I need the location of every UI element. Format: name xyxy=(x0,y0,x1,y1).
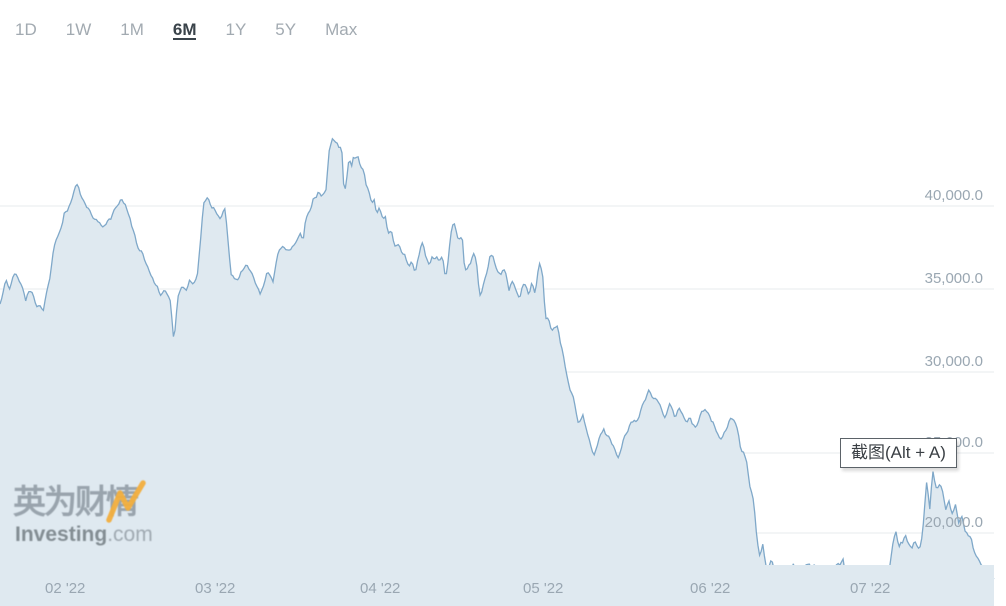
svg-text:Investing.com: Investing.com xyxy=(15,523,153,546)
svg-text:英为财情: 英为财情 xyxy=(13,483,139,520)
